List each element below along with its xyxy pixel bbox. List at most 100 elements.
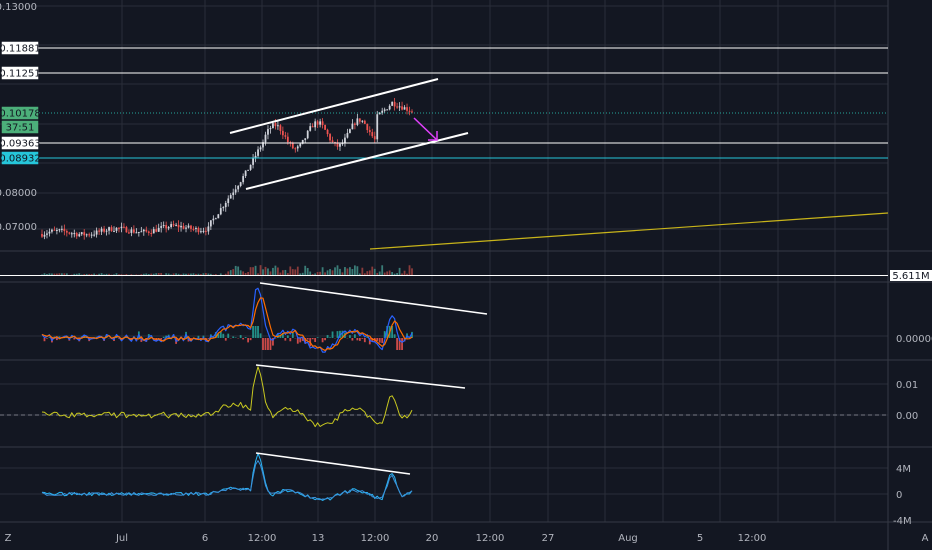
time-axis[interactable]: Jul 6 12:00 13 12:00 20 12:00 27 Aug 5 12:00 A Z — [5, 533, 929, 544]
candle-body — [279, 125, 282, 131]
price-tag-box[interactable] — [1, 151, 39, 165]
volume-bar — [254, 265, 257, 276]
macd-histogram-bar — [264, 338, 267, 350]
volume-bar — [197, 273, 200, 276]
price-tag-box[interactable] — [1, 106, 39, 120]
price-tag-box[interactable] — [1, 41, 39, 55]
candle-body — [60, 228, 63, 230]
candle-body — [329, 134, 331, 141]
price-panel[interactable] — [41, 97, 413, 240]
candle-body — [232, 192, 235, 196]
oscillator-panel[interactable] — [0, 366, 888, 428]
candle-body — [234, 189, 237, 193]
volume-bar — [48, 273, 51, 276]
candle-body — [361, 120, 364, 122]
macd-histogram-bar — [100, 337, 103, 338]
volume-bar — [344, 267, 346, 276]
candle-body — [135, 232, 138, 234]
candle-body — [177, 224, 180, 228]
volume-bar — [403, 270, 406, 276]
volume-divergence-trendline[interactable] — [255, 452, 411, 475]
macd-histogram-bar — [381, 338, 384, 344]
candle-body — [200, 231, 202, 233]
macd-divergence-trendline[interactable] — [259, 282, 488, 315]
macd-histogram-bar — [363, 338, 366, 343]
macd-histogram-bar — [349, 335, 351, 338]
candle-body — [376, 114, 379, 140]
volume-tag-box — [890, 270, 932, 281]
macd-histogram-bar — [217, 333, 220, 338]
macd-histogram-bar — [65, 336, 68, 338]
candle-body — [115, 227, 118, 231]
channel-lower-trendline[interactable] — [245, 132, 469, 190]
price-tag-box[interactable] — [1, 120, 39, 134]
volume-bar — [396, 273, 399, 276]
macd-histogram-bar — [165, 335, 168, 338]
candle-body — [252, 157, 254, 165]
projection-arrow-line[interactable] — [413, 117, 438, 141]
price-tag-label: 0.09363 — [0, 139, 41, 150]
price-axis[interactable]: 0.13000 0.07000 0.08000 0.11881 0.11251 0.101… — [0, 2, 932, 527]
candle-body — [309, 126, 312, 131]
volume-bar — [43, 273, 46, 276]
macd-histogram-bar — [336, 331, 339, 338]
volume-osc-tick-label: 4M — [896, 464, 911, 475]
candle-body — [128, 232, 130, 234]
price-tick-label: 0.08000 — [0, 188, 37, 199]
candle-body — [314, 121, 317, 128]
candle-body — [180, 225, 182, 228]
macd-histogram-bar — [267, 338, 269, 350]
candle-body — [269, 128, 272, 130]
candle-body — [356, 118, 359, 125]
candle-body — [195, 227, 197, 229]
volume-bar — [234, 265, 237, 276]
price-tag-box[interactable] — [1, 136, 39, 150]
macd-histogram-bar — [46, 338, 48, 339]
volume-bar — [53, 273, 56, 276]
candle-body — [123, 226, 125, 228]
candle-body — [224, 202, 227, 208]
volume-bar — [142, 273, 145, 276]
candle-body — [272, 123, 274, 129]
volume-bar — [259, 265, 262, 276]
candle-body — [284, 135, 287, 137]
candle-body — [291, 143, 294, 149]
volume-bar — [304, 265, 307, 276]
volume-oscillator-panel[interactable] — [41, 452, 413, 501]
candle-body — [378, 112, 381, 115]
oscillator-divergence-trendline[interactable] — [255, 364, 466, 389]
macd-histogram-bar — [227, 333, 230, 338]
candle-body — [381, 110, 384, 113]
channel-upper-trendline[interactable] — [229, 78, 439, 134]
macd-histogram-bar — [326, 335, 329, 338]
candle-body — [401, 106, 403, 110]
volume-bar — [108, 273, 110, 276]
drawings-layer[interactable] — [0, 47, 889, 475]
candle-body — [165, 225, 168, 229]
volume-bar — [78, 273, 81, 276]
volume-bar — [388, 270, 391, 276]
candle-body — [403, 107, 406, 110]
candle-body — [55, 229, 58, 231]
volume-bar — [346, 268, 349, 276]
time-tick-label: 5 — [697, 533, 703, 544]
candle-body — [326, 129, 329, 135]
macd-signal-line — [41, 297, 413, 352]
volume-bar — [316, 272, 319, 276]
candle-body — [388, 105, 391, 110]
price-tag-box[interactable] — [1, 66, 39, 80]
volume-bar — [160, 273, 163, 276]
macd-panel[interactable] — [41, 287, 413, 353]
macd-histogram-bar — [55, 338, 58, 341]
candle-body — [277, 125, 279, 127]
volume-bar — [366, 271, 369, 276]
candle-body — [130, 229, 133, 233]
long-term-trendline[interactable] — [369, 212, 889, 250]
volume-bar — [204, 273, 207, 276]
volume-bar — [252, 267, 254, 276]
projection-arrowhead — [428, 131, 438, 141]
macd-histogram-bar — [306, 338, 309, 340]
candle-body — [373, 136, 376, 140]
macd-histogram-bar — [249, 338, 252, 341]
